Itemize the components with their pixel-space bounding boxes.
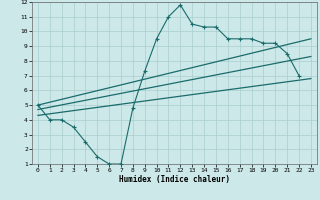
X-axis label: Humidex (Indice chaleur): Humidex (Indice chaleur) [119, 175, 230, 184]
